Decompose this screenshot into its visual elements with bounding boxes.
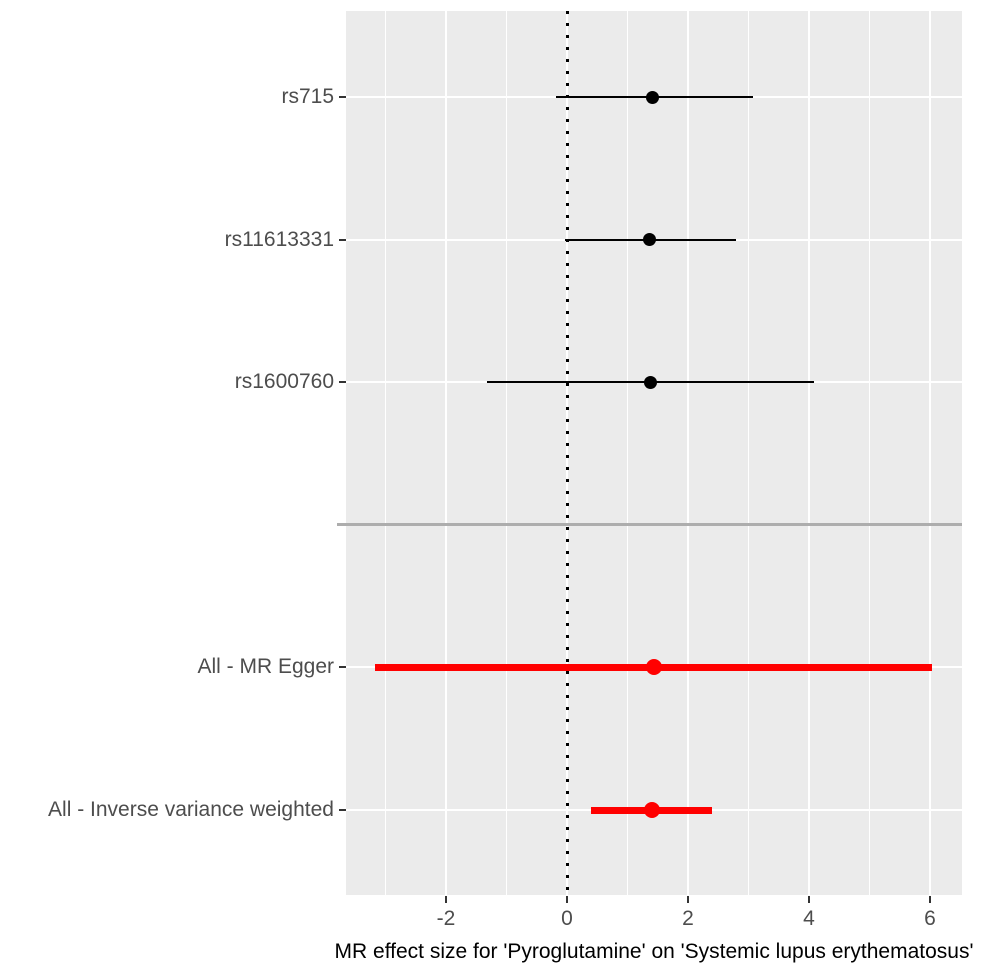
x-axis-tick-label: 6 (924, 907, 936, 930)
minor-gridline (748, 11, 749, 895)
x-axis-tick (929, 896, 931, 903)
minor-gridline (385, 11, 386, 895)
major-gridline (929, 11, 931, 895)
x-axis-tick-label: 2 (682, 907, 694, 930)
minor-gridline (627, 11, 628, 895)
x-axis-title: MR effect size for 'Pyroglutamine' on 'S… (334, 940, 974, 963)
x-axis-tick (566, 896, 568, 903)
minor-gridline (506, 11, 507, 895)
x-axis-tick (687, 896, 689, 903)
y-axis-label: All - MR Egger (197, 655, 334, 679)
y-axis-label: rs715 (281, 85, 334, 108)
estimate-point (646, 90, 660, 104)
estimate-point (645, 659, 662, 676)
x-axis-tick (445, 896, 447, 903)
y-axis-tick (339, 381, 346, 384)
x-axis-tick-label: 4 (803, 907, 815, 930)
zero-reference-line (565, 11, 569, 895)
y-axis-tick (339, 666, 346, 669)
major-gridline (808, 11, 810, 895)
minor-gridline (869, 11, 870, 895)
major-gridline (445, 11, 447, 895)
x-axis-tick-label: 0 (561, 907, 573, 930)
x-axis-tick-label: -2 (436, 907, 456, 930)
major-gridline (687, 11, 689, 895)
estimate-point (643, 375, 657, 389)
y-axis-label: rs1600760 (234, 370, 334, 394)
method-separator-line (337, 523, 962, 527)
y-axis-label: rs11613331 (224, 227, 334, 251)
estimate-point (643, 802, 660, 818)
y-axis-tick (339, 96, 346, 98)
y-axis-tick (339, 809, 346, 811)
x-axis-tick (808, 896, 810, 903)
y-axis-tick (339, 238, 346, 241)
plot-panel (346, 11, 962, 895)
y-axis-label: All - Inverse variance weighted (48, 798, 334, 821)
estimate-point (643, 233, 657, 247)
